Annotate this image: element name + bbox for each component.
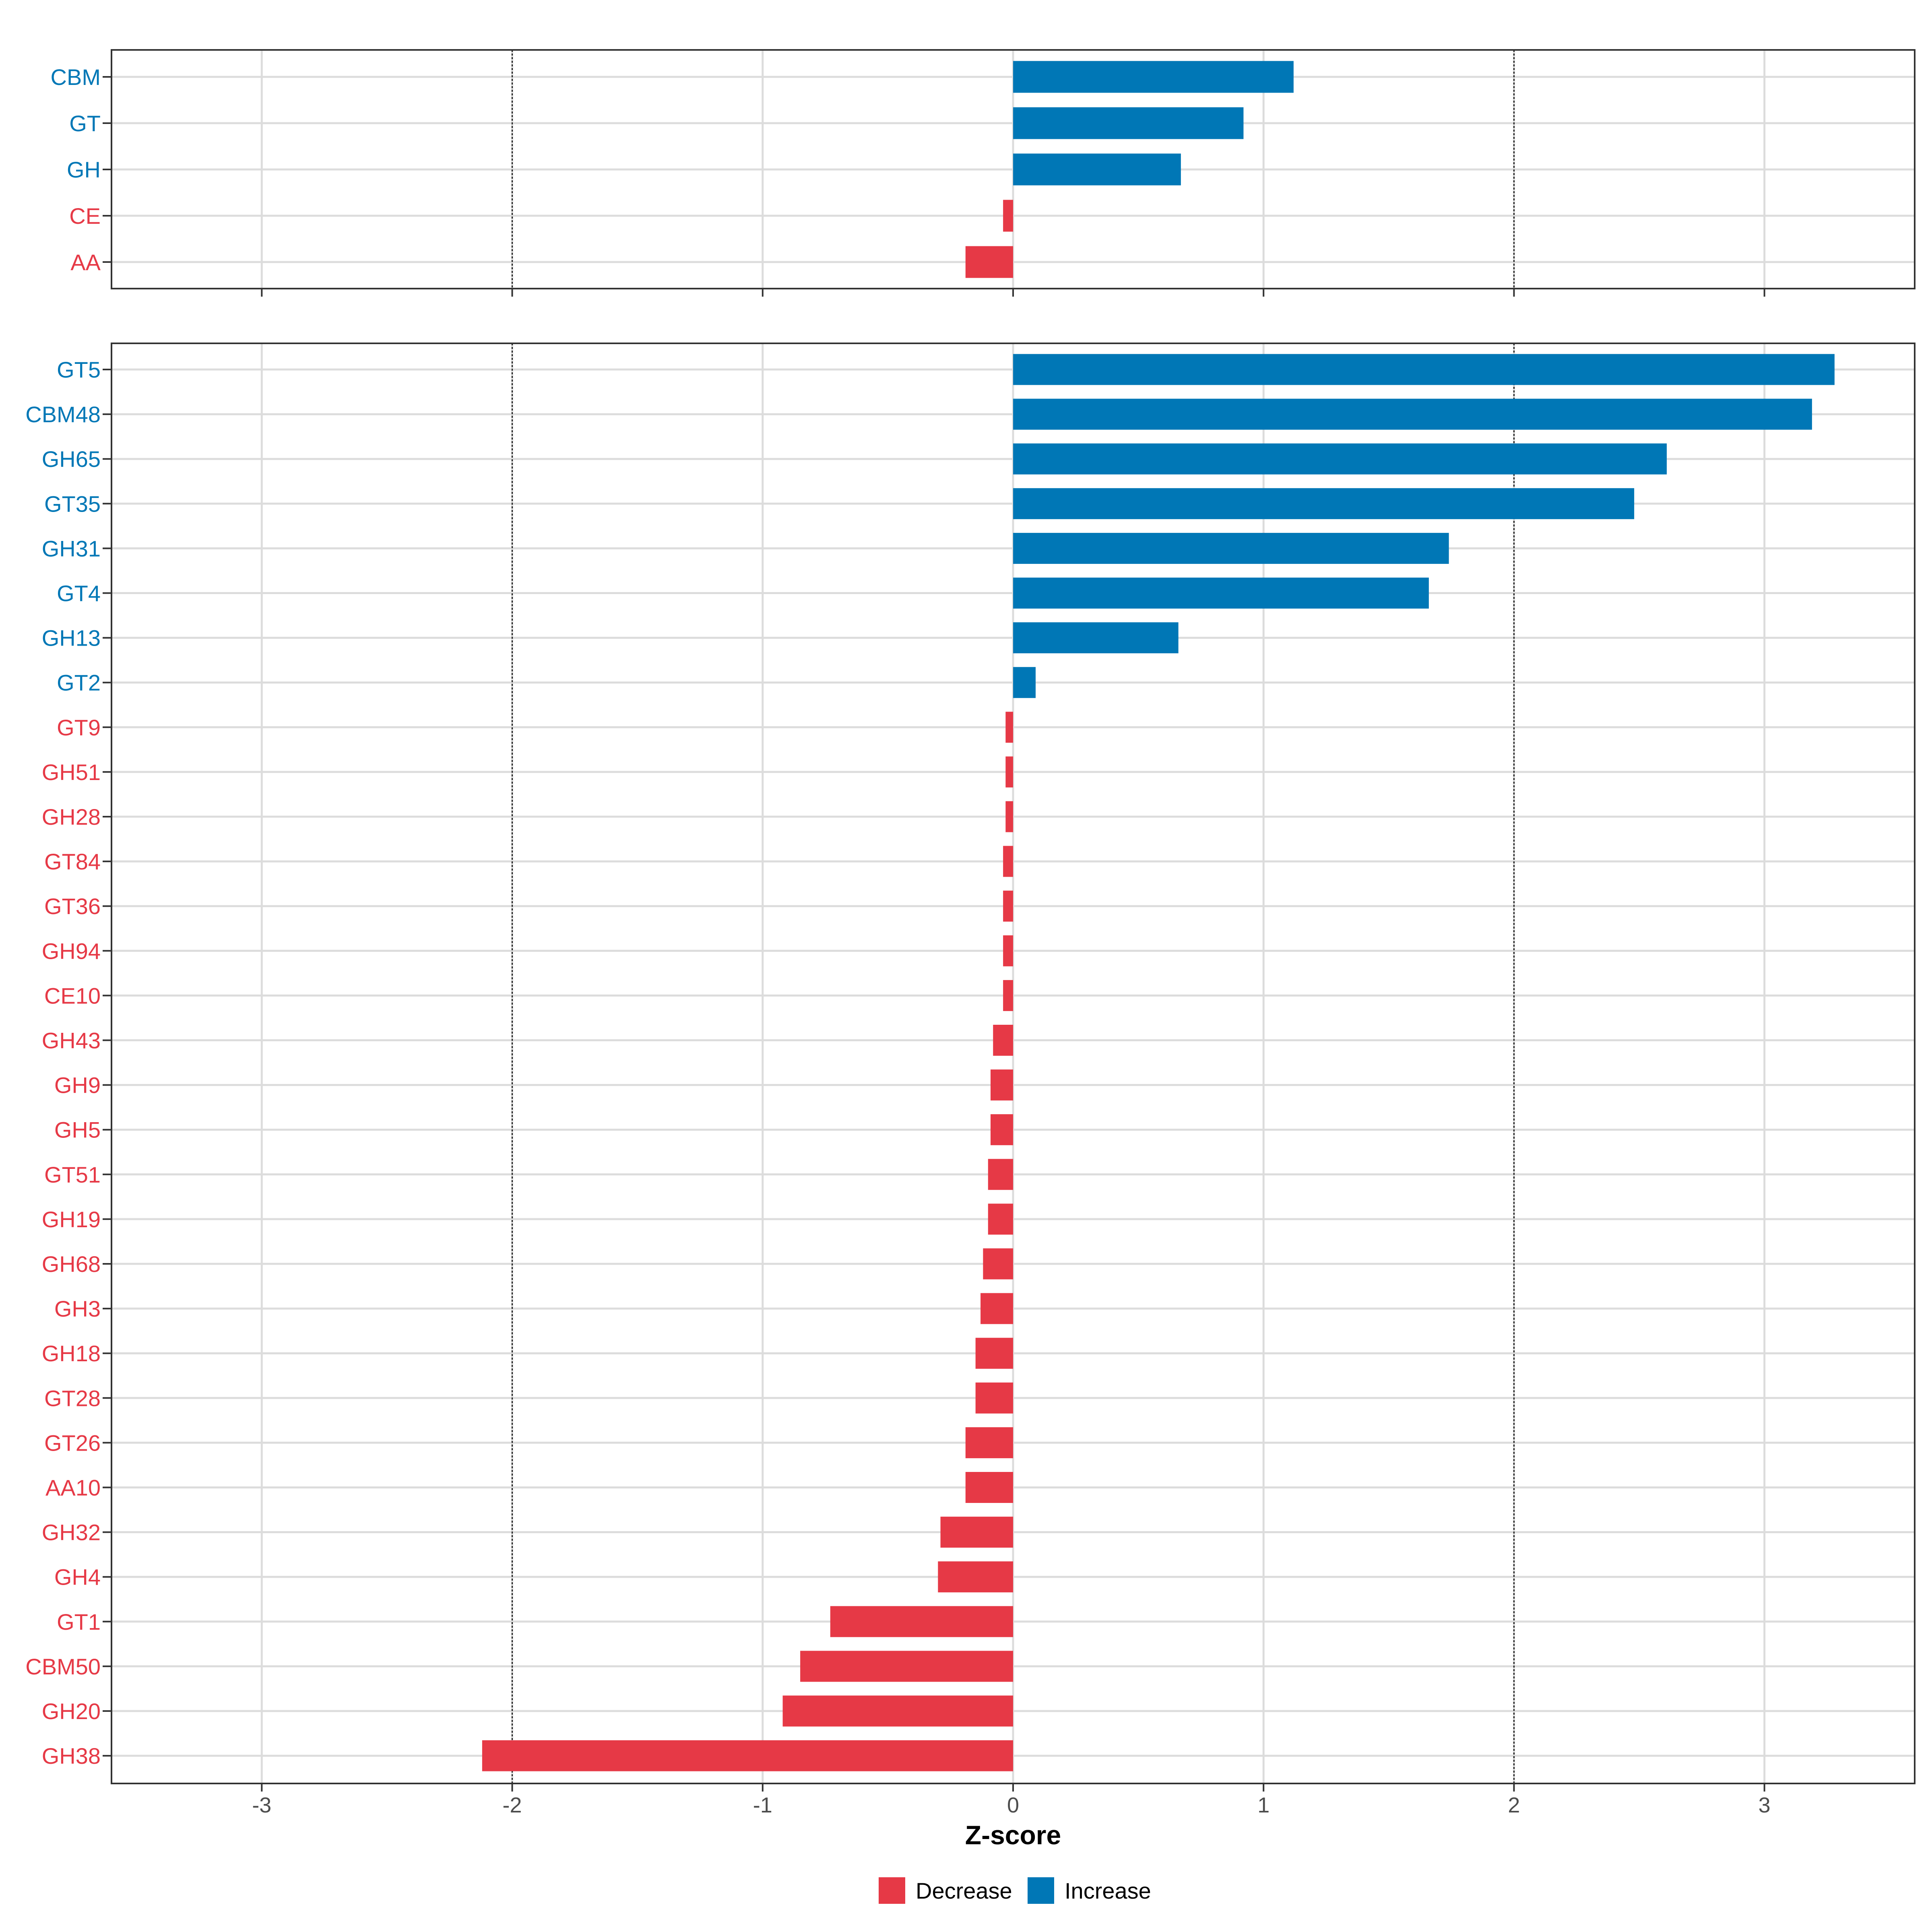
category-label-GH65: GH65 bbox=[42, 446, 101, 472]
bar-GH94 bbox=[1003, 935, 1013, 966]
category-label-GH4: GH4 bbox=[54, 1565, 101, 1590]
x-axis-title: Z-score bbox=[965, 1820, 1061, 1850]
bar-GH43 bbox=[993, 1025, 1013, 1056]
category-label-GT28: GT28 bbox=[44, 1385, 101, 1411]
bar-AA10 bbox=[965, 1472, 1013, 1503]
bar-GH20 bbox=[782, 1695, 1013, 1727]
category-label-GH20: GH20 bbox=[42, 1699, 101, 1724]
bar-GH68 bbox=[983, 1248, 1013, 1280]
category-label-GT84: GT84 bbox=[44, 849, 101, 874]
category-label-GH13: GH13 bbox=[42, 625, 101, 651]
bar-GT5 bbox=[1013, 354, 1835, 385]
bar-GH28 bbox=[1005, 801, 1013, 832]
category-label-CE10: CE10 bbox=[44, 983, 101, 1008]
bar-GT84 bbox=[1003, 846, 1013, 877]
category-label-GT2: GT2 bbox=[57, 670, 101, 696]
bar-GT28 bbox=[975, 1382, 1013, 1414]
category-label-AA: AA bbox=[70, 250, 101, 275]
category-label-GH94: GH94 bbox=[42, 938, 101, 964]
bar-GH65 bbox=[1013, 443, 1667, 475]
bar-GH bbox=[1013, 153, 1181, 186]
bar-GT bbox=[1013, 107, 1244, 139]
bar-GT36 bbox=[1003, 890, 1013, 922]
bar-GT26 bbox=[965, 1427, 1013, 1458]
bar-CBM bbox=[1013, 61, 1294, 93]
category-label-GT51: GT51 bbox=[44, 1162, 101, 1187]
bar-GT35 bbox=[1013, 488, 1635, 519]
bar-GH9 bbox=[991, 1069, 1013, 1101]
legend-swatch-increase bbox=[1028, 1877, 1054, 1904]
category-label-GH32: GH32 bbox=[42, 1520, 101, 1545]
legend: Decrease Increase bbox=[879, 1877, 1151, 1904]
legend-label-decrease: Decrease bbox=[916, 1878, 1012, 1903]
category-label-GH9: GH9 bbox=[54, 1073, 101, 1098]
bar-GH13 bbox=[1013, 622, 1179, 654]
category-label-GH18: GH18 bbox=[42, 1341, 101, 1366]
x-tick-label: 0 bbox=[1007, 1793, 1019, 1817]
x-tick-label: 1 bbox=[1257, 1793, 1269, 1817]
category-label-GT26: GT26 bbox=[44, 1430, 101, 1455]
category-label-GT36: GT36 bbox=[44, 894, 101, 919]
bar-GT4 bbox=[1013, 578, 1429, 609]
legend-label-increase: Increase bbox=[1065, 1878, 1151, 1903]
x-tick-label: -1 bbox=[753, 1793, 772, 1817]
category-label-AA10: AA10 bbox=[45, 1475, 101, 1501]
x-tick-label: 2 bbox=[1508, 1793, 1520, 1817]
bar-GH4 bbox=[938, 1561, 1013, 1593]
x-tick-label: 3 bbox=[1759, 1793, 1771, 1817]
category-label-GH3: GH3 bbox=[54, 1296, 101, 1321]
category-label-GH5: GH5 bbox=[54, 1117, 101, 1143]
bar-CE bbox=[1003, 200, 1013, 232]
bar-CE10 bbox=[1003, 980, 1013, 1011]
bar-GH31 bbox=[1013, 533, 1449, 564]
category-label-GH: GH bbox=[67, 157, 101, 182]
bar-GH51 bbox=[1005, 756, 1013, 788]
bar-AA bbox=[965, 246, 1013, 278]
x-tick-label: -2 bbox=[503, 1793, 522, 1817]
category-label-GT: GT bbox=[69, 111, 101, 136]
bar-GT51 bbox=[988, 1159, 1013, 1190]
category-label-GT5: GT5 bbox=[57, 357, 101, 382]
category-label-GH68: GH68 bbox=[42, 1251, 101, 1277]
x-tick-label: -3 bbox=[252, 1793, 271, 1817]
category-label-CBM: CBM bbox=[51, 64, 101, 90]
category-label-GH19: GH19 bbox=[42, 1207, 101, 1232]
bar-GH19 bbox=[988, 1203, 1013, 1235]
panel-class-level: CBM GT GH CE AA bbox=[51, 49, 1915, 297]
category-label-CE: CE bbox=[69, 203, 101, 229]
bar-CBM50 bbox=[800, 1651, 1013, 1682]
category-label-GT9: GT9 bbox=[57, 715, 101, 740]
bar-CBM48 bbox=[1013, 398, 1812, 430]
bar-GT9 bbox=[1005, 712, 1013, 743]
category-label-GT35: GT35 bbox=[44, 491, 101, 516]
category-label-GH51: GH51 bbox=[42, 760, 101, 785]
bar-GH3 bbox=[980, 1293, 1013, 1324]
category-label-GH28: GH28 bbox=[42, 804, 101, 830]
category-label-GH38: GH38 bbox=[42, 1743, 101, 1769]
bar-GT1 bbox=[830, 1606, 1013, 1637]
category-label-CBM50: CBM50 bbox=[25, 1654, 101, 1679]
bar-GH18 bbox=[975, 1338, 1013, 1369]
category-label-CBM48: CBM48 bbox=[25, 402, 101, 427]
panel-family-level: GT5 CBM48 GH65 GT35 GH31 GT4 GH13 GT2 GT9 GH51 GH2… bbox=[25, 343, 1915, 1792]
bar-GH5 bbox=[991, 1114, 1013, 1146]
bar-GH32 bbox=[940, 1517, 1013, 1548]
bar-GT2 bbox=[1013, 667, 1036, 698]
category-label-GH43: GH43 bbox=[42, 1028, 101, 1053]
category-label-GT4: GT4 bbox=[57, 581, 101, 606]
category-label-GH31: GH31 bbox=[42, 536, 101, 561]
category-label-GT1: GT1 bbox=[57, 1609, 101, 1635]
legend-swatch-decrease bbox=[879, 1877, 905, 1904]
bar-GH38 bbox=[482, 1740, 1013, 1771]
